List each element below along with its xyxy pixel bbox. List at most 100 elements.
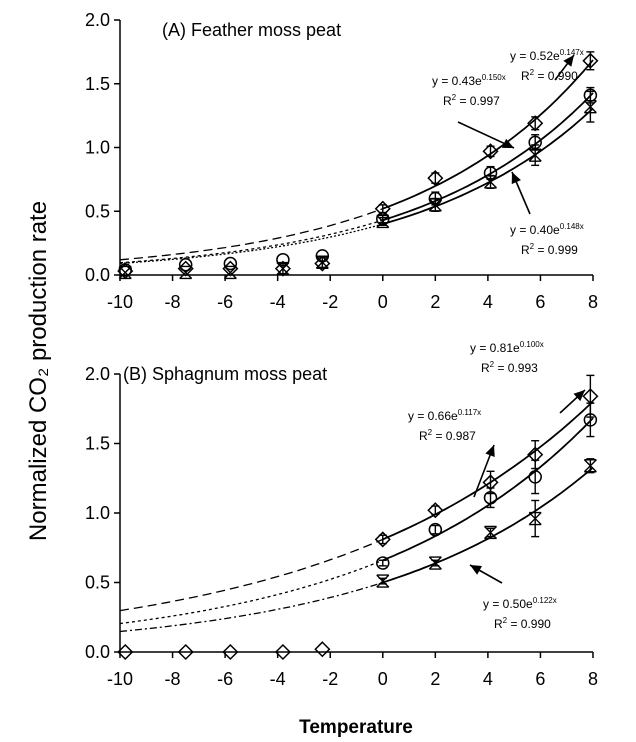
- x-axis-label: Temperature: [299, 717, 413, 738]
- data-point-diamond: [177, 643, 194, 661]
- fit-curve-extrapolated: [119, 219, 383, 264]
- fit-equation: y = 0.81e0.100x: [470, 340, 544, 355]
- annotation-arrowhead: [573, 390, 585, 402]
- x-tick-label: -8: [165, 292, 181, 312]
- x-tick-label: 4: [483, 292, 493, 312]
- y-tick-label: 1.5: [85, 434, 110, 454]
- fit-equation: y = 0.40e0.148x: [510, 222, 584, 237]
- fit-equation: y = 0.50e0.122x: [483, 596, 557, 611]
- annotation-arrowhead: [511, 172, 521, 185]
- data-point-diamond: [222, 643, 239, 661]
- y-tick-label: 0.0: [85, 265, 110, 285]
- x-tick-label: 2: [430, 669, 440, 689]
- data-point-diamond: [117, 643, 134, 661]
- fit-curve: [382, 400, 594, 541]
- x-tick-label: -10: [107, 669, 133, 689]
- y-tick-label: 1.0: [85, 503, 110, 523]
- x-tick-label: -6: [217, 292, 233, 312]
- data-point-circle: [528, 470, 542, 484]
- x-tick-label: -4: [270, 292, 286, 312]
- data-point-hourglass: [376, 214, 390, 229]
- data-point-hourglass: [276, 261, 290, 276]
- x-tick-label: 0: [378, 669, 388, 689]
- annotation-arrowhead: [485, 445, 495, 458]
- data-point-hourglass: [428, 556, 442, 570]
- data-point-circle: [428, 522, 443, 537]
- y-tick-label: 2.0: [85, 10, 110, 30]
- data-point-diamond: [582, 52, 599, 69]
- fit-curve: [382, 417, 594, 562]
- fit-curve-extrapolated: [119, 208, 384, 261]
- fit-equation: y = 0.43e0.150x: [432, 73, 506, 88]
- y-tick-label: 1.5: [85, 74, 110, 94]
- fit-r-squared: R2 = 0.999: [521, 242, 578, 257]
- panel-a-feather-moss: 0.0 0.5 1.0 1.5 2.0 -10 -8 -6 -4 -2 0 2 4 6 8 (A) Feath…: [85, 10, 599, 312]
- fit-curve: [382, 107, 594, 225]
- data-point-circle: [583, 413, 598, 427]
- data-point-diamond: [274, 260, 291, 277]
- x-tick-label: 2: [430, 292, 440, 312]
- y-axis-label: Normalized CO₂ production rate: [25, 201, 52, 541]
- x-tick-label: 8: [588, 669, 598, 689]
- y-tick-label: 0.0: [85, 642, 110, 662]
- x-tick-label: 6: [535, 292, 545, 312]
- x-tick-label: -4: [270, 669, 286, 689]
- y-tick-label: 0.5: [85, 201, 110, 221]
- data-point-hourglass: [528, 511, 542, 526]
- fit-curve-extrapolated: [119, 223, 383, 265]
- x-tick-label: 0: [378, 292, 388, 312]
- fit-curve-extrapolated: [119, 559, 384, 625]
- data-point-hourglass: [528, 148, 542, 162]
- data-point-hourglass: [118, 265, 132, 280]
- data-point-diamond: [374, 531, 391, 548]
- x-tick-label: 4: [483, 669, 493, 689]
- x-tick-label: -6: [217, 669, 233, 689]
- x-tick-label: 6: [535, 669, 545, 689]
- data-point-diamond: [427, 170, 444, 187]
- annotation-arrowhead: [501, 138, 514, 148]
- fit-equation: y = 0.66e0.117x: [408, 408, 481, 423]
- fit-curve-extrapolated: [119, 538, 384, 612]
- data-point-hourglass: [583, 100, 597, 114]
- x-tick-label: -2: [322, 292, 338, 312]
- x-tick-label: -10: [107, 292, 133, 312]
- data-point-circle: [223, 256, 238, 271]
- data-point-diamond: [427, 502, 444, 519]
- data-point-hourglass: [428, 198, 442, 212]
- panel-b-sphagnum-moss: 0.0 0.5 1.0 1.5 2.0 -10 -8 -6 -4 -2 0 2 4 6 8 (B) Sphag…: [85, 340, 599, 689]
- data-point-hourglass: [223, 265, 237, 280]
- data-point-diamond: [314, 641, 331, 658]
- data-point-circle: [483, 490, 498, 505]
- y-tick-label: 2.0: [85, 364, 110, 384]
- data-point-circle: [178, 258, 193, 272]
- x-tick-label: -2: [322, 669, 338, 689]
- fit-curve-extrapolated: [119, 581, 383, 633]
- x-tick-label: 8: [588, 292, 598, 312]
- data-point-hourglass: [484, 525, 498, 540]
- fit-r-squared: R2 = 0.997: [443, 93, 500, 108]
- fit-r-squared: R2 = 0.990: [494, 616, 551, 631]
- data-point-hourglass: [583, 459, 597, 473]
- data-point-diamond: [274, 643, 291, 661]
- panel-title: (A) Feather moss peat: [162, 20, 341, 40]
- annotation-arrowhead: [470, 565, 483, 575]
- data-point-circle: [118, 263, 133, 277]
- data-point-hourglass: [315, 255, 329, 269]
- data-point-diamond: [314, 255, 331, 272]
- y-tick-label: 0.5: [85, 573, 110, 593]
- fit-r-squared: R2 = 0.987: [419, 428, 476, 443]
- data-point-hourglass: [376, 574, 390, 588]
- fit-r-squared: R2 = 0.993: [481, 360, 538, 375]
- panel-title: (B) Sphagnum moss peat: [123, 364, 327, 384]
- fit-r-squared: R2 = 0.990: [521, 68, 578, 83]
- data-point-hourglass: [179, 265, 193, 280]
- data-point-hourglass: [484, 175, 498, 189]
- y-tick-label: 1.0: [85, 138, 110, 158]
- data-point-diamond: [482, 143, 499, 160]
- annotation-arrowhead: [563, 55, 574, 67]
- data-point-diamond: [527, 115, 544, 132]
- data-point-diamond: [222, 260, 239, 277]
- data-point-circle: [376, 556, 390, 570]
- x-tick-label: -8: [165, 669, 181, 689]
